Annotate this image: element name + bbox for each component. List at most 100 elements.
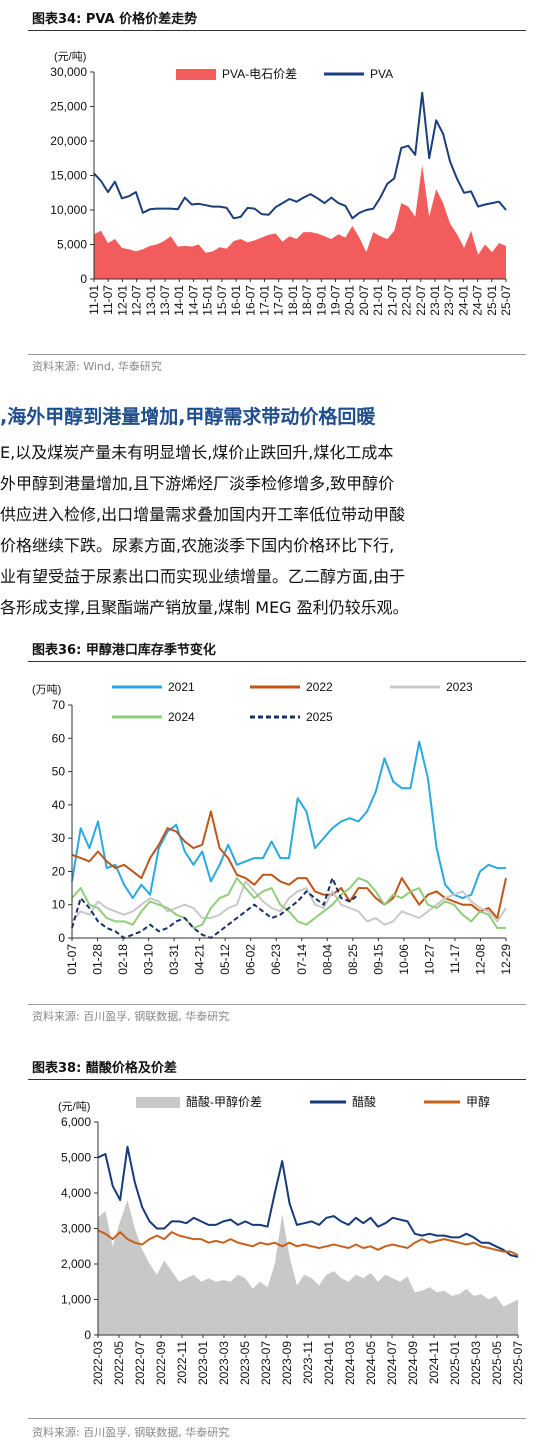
y-tick-label: 1,000: [61, 1293, 91, 1307]
y-axis-unit-label: (元/吨): [54, 50, 86, 63]
y-tick-label: 15,000: [50, 169, 87, 183]
x-tick-label: 11-01: [87, 285, 101, 315]
x-tick-label: 24-07: [471, 285, 485, 316]
x-tick-label: 11-17: [448, 944, 462, 974]
x-tick-label: 2025-07: [511, 1341, 525, 1385]
legend-swatch: [176, 69, 216, 80]
y-tick-label: 4,000: [61, 1186, 91, 1200]
y-tick-label: 25,000: [50, 100, 87, 114]
x-tick-label: 20-01: [343, 285, 357, 316]
y-tick-label: 40: [52, 798, 66, 812]
source-rule: [28, 354, 526, 355]
y-axis-unit-label: (万吨): [32, 683, 61, 696]
x-tick-label: 22-01: [400, 285, 414, 316]
paragraph-line: 价格继续下跌。尿素方面,农施淡季下国内价格环比下行,: [0, 536, 395, 555]
x-tick-label: 14-07: [186, 285, 200, 316]
legend-label-PVA-电石价差: PVA-电石价差: [222, 67, 297, 81]
x-tick-label: 16-01: [229, 285, 243, 316]
x-tick-label: 08-04: [320, 944, 334, 975]
x-tick-label: 15-01: [201, 285, 215, 316]
source-rule: [28, 1004, 526, 1005]
x-tick-label: 2022-07: [133, 1341, 147, 1385]
source-rule: [28, 1418, 526, 1419]
x-tick-label: 13-01: [144, 285, 158, 316]
x-tick-label: 12-01: [115, 285, 129, 316]
legend-label-2025: 2025: [306, 710, 333, 724]
x-tick-label: 2022-09: [154, 1341, 168, 1385]
legend-label-醋酸-甲醇价差: 醋酸-甲醇价差: [186, 1094, 262, 1109]
y-axis-unit-label: (元/吨): [58, 1100, 90, 1113]
pva-chart: (元/吨) 0 5,000 10,000 15,000 20,000 25,000 30,00…: [50, 50, 513, 316]
x-tick-label: 2024-11: [427, 1341, 441, 1384]
paragraph-line: 供应进入检修,出口增量需求叠加国内开工率低位带动甲酸: [0, 505, 406, 524]
x-tick-label: 2022-05: [112, 1341, 126, 1385]
x-tick-label: 01-07: [65, 944, 79, 975]
figure-title-methanol-inventory: 图表36: 甲醇港口库存季节变化: [32, 643, 216, 658]
x-tick-label: 10-27: [422, 944, 436, 975]
paragraph-line: 外甲醇到港量增加,且下游烯烃厂淡季检修增多,致甲醇价: [0, 474, 395, 493]
series-甲醇-line: [97, 1229, 519, 1257]
y-tick-label: 2,000: [61, 1257, 91, 1271]
x-tick-label: 23-07: [442, 285, 456, 316]
x-tick-label: 25-07: [499, 285, 513, 316]
legend-swatch: [136, 1097, 180, 1108]
x-tick-label: 12-29: [499, 944, 513, 975]
y-tick-label: 0: [84, 1328, 91, 1342]
x-tick-label: 2024-07: [385, 1341, 399, 1385]
y-tick-label: 20: [52, 864, 66, 878]
paragraph-line: 业有望受益于尿素出口而实现业绩增量。乙二醇方面,由于: [0, 567, 406, 586]
x-tick-label: 22-07: [414, 285, 428, 316]
series-2022-line: [71, 810, 507, 919]
series-醋酸-line: [97, 1145, 519, 1258]
y-tick-label: 6,000: [61, 1115, 91, 1129]
y-tick-label: 5,000: [57, 238, 87, 252]
y-tick-label: 5,000: [61, 1151, 91, 1165]
y-tick-label: 30,000: [50, 65, 87, 79]
x-tick-label: 06-23: [269, 944, 283, 975]
x-tick-label: 2023-11: [301, 1341, 315, 1384]
x-tick-label: 2023-01: [196, 1341, 210, 1385]
y-tick-label: 10,000: [50, 203, 87, 217]
source-note-pva: 资料来源: Wind, 华泰研究: [32, 360, 162, 373]
series-2024-line: [71, 877, 506, 929]
x-tick-label: 13-07: [158, 285, 172, 316]
figure-title-acetic-acid: 图表38: 醋酸价格及价差: [32, 1061, 177, 1076]
legend-label-甲醇: 甲醇: [466, 1094, 490, 1109]
x-tick-label: 07-14: [295, 944, 309, 975]
x-tick-label: 21-07: [385, 285, 399, 316]
y-tick-label: 0: [80, 272, 87, 286]
x-tick-label: 2023-03: [217, 1341, 231, 1385]
x-tick-label: 2024-03: [343, 1341, 357, 1385]
x-tick-label: 18-01: [286, 285, 300, 316]
x-tick-label: 14-01: [172, 285, 186, 316]
x-tick-label: 02-18: [116, 944, 130, 975]
x-tick-label: 05-12: [218, 944, 232, 975]
x-tick-label: 17-07: [272, 285, 286, 316]
x-tick-label: 16-07: [243, 285, 257, 316]
legend-label-PVA: PVA: [370, 67, 393, 81]
x-tick-label: 25-01: [485, 285, 499, 316]
acetic-acid-chart: (元/吨) 0 1,000 2,000 3,000 4,000 5,000 6,000 2022…: [58, 1094, 525, 1385]
y-tick-label: 10: [52, 898, 66, 912]
x-tick-label: 24-01: [456, 285, 470, 316]
x-tick-label: 2022-11: [175, 1341, 189, 1384]
x-tick-label: 2024-09: [406, 1341, 420, 1385]
paragraph-line: E,以及煤炭产量未有明显增长,煤价止跌回升,煤化工成本: [0, 443, 394, 462]
x-tick-label: 04-21: [193, 944, 207, 975]
x-tick-label: 2025-05: [490, 1341, 504, 1385]
x-tick-label: 2024-05: [364, 1341, 378, 1385]
x-tick-label: 12-08: [473, 944, 487, 975]
y-tick-label: 30: [52, 831, 66, 845]
x-tick-label: 17-01: [257, 285, 271, 316]
legend-label-醋酸: 醋酸: [352, 1094, 376, 1109]
x-tick-label: 2025-01: [448, 1341, 462, 1385]
x-tick-label: 2025-03: [469, 1341, 483, 1385]
x-tick-label: 23-01: [428, 285, 442, 316]
y-tick-label: 3,000: [61, 1222, 91, 1236]
x-tick-label: 2023-09: [280, 1341, 294, 1385]
x-tick-label: 10-06: [397, 944, 411, 975]
x-tick-label: 08-25: [346, 944, 360, 975]
source-note-acetic: 资料来源: 百川盈孚, 钢联数据, 华泰研究: [32, 1426, 230, 1439]
legend-label-2024: 2024: [168, 710, 195, 724]
x-tick-label: 12-07: [130, 285, 144, 316]
